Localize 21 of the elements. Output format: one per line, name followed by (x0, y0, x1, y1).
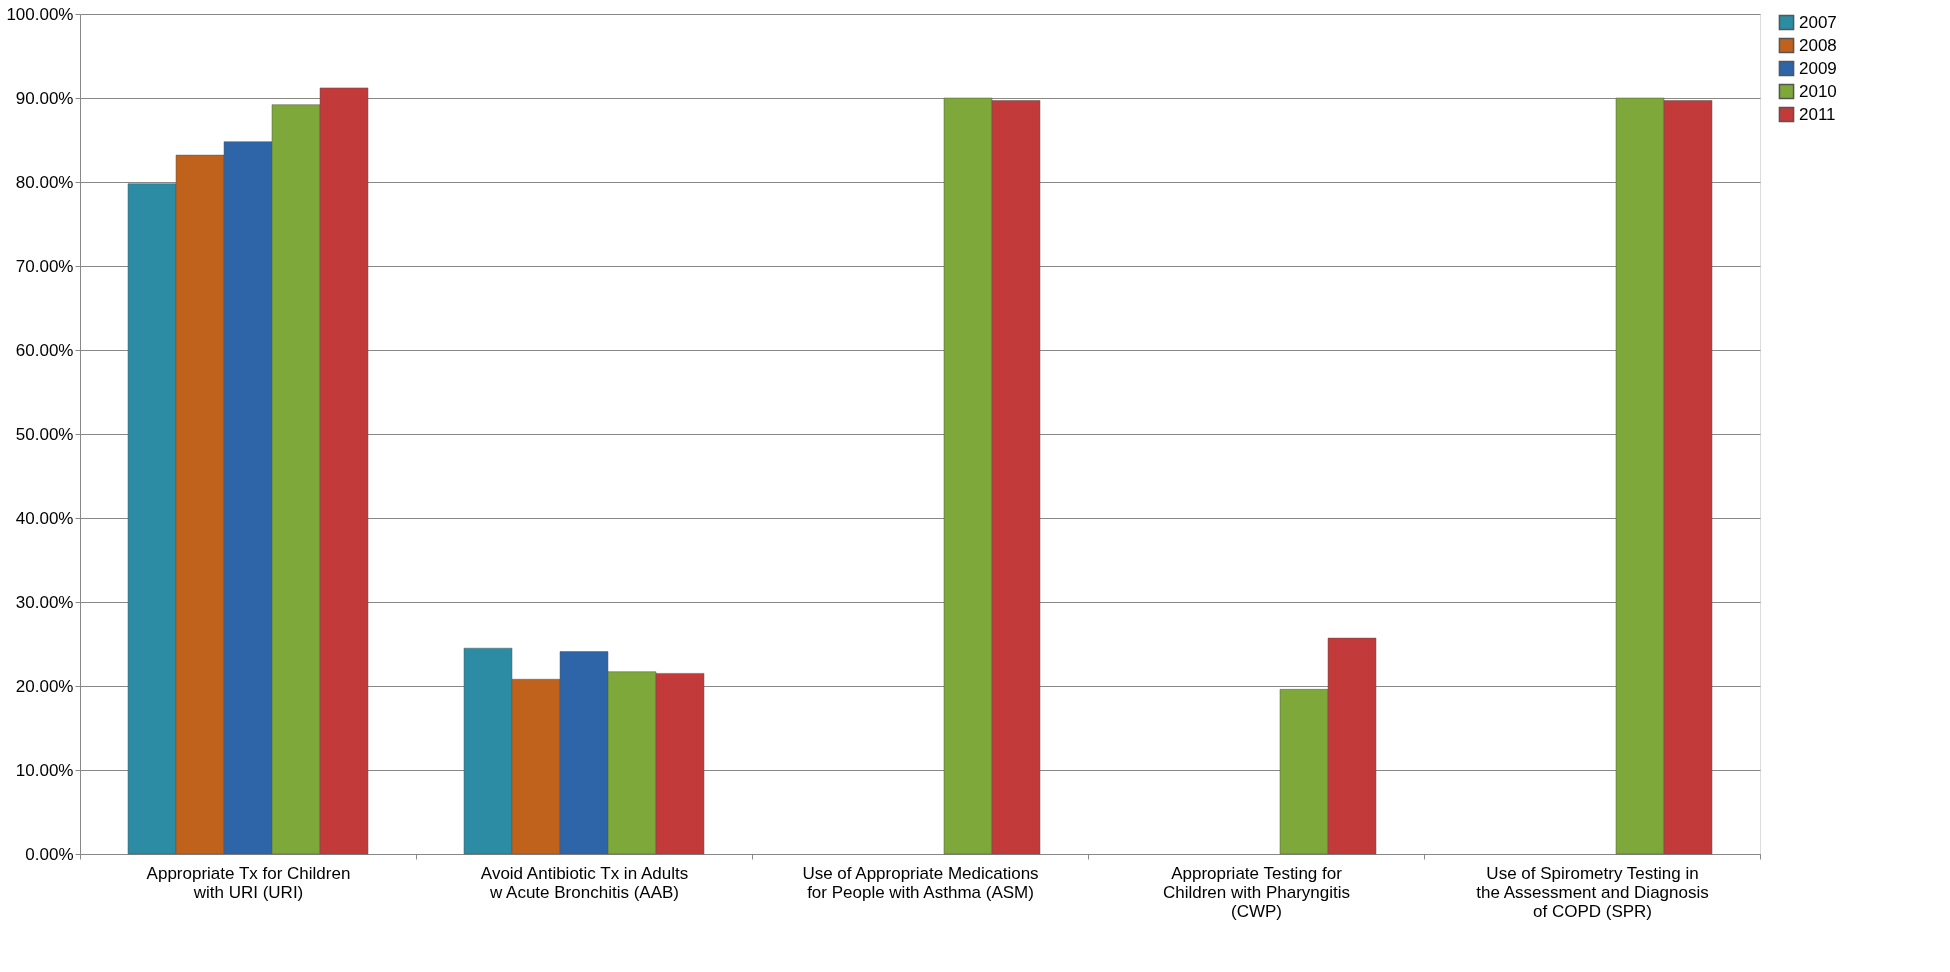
y-tick-label: 90.00% (15, 88, 74, 108)
y-tick-label: 0.00% (25, 844, 74, 864)
legend-label: 2010 (1799, 81, 1837, 101)
y-tick-label: 30.00% (15, 592, 74, 612)
legend-label: 2008 (1799, 35, 1837, 55)
y-tick-label: 100.00% (6, 4, 74, 24)
legend-label: 2009 (1799, 58, 1837, 78)
y-tick-label: 40.00% (15, 508, 74, 528)
y-tick-label: 70.00% (15, 256, 74, 276)
legend-label: 2011 (1799, 104, 1836, 124)
x-tick-label: Use of Spirometry Testing in the Assessment and Diagnosis of COPD (SPR) (1476, 863, 1709, 921)
y-tick-label: 50.00% (15, 424, 74, 444)
x-tick-label: Appropriate Tx for Children with URI (URI) (146, 863, 351, 902)
x-tick-label: Avoid Antibiotic Tx in Adults w Acute Bronchitis (AAB) (480, 863, 689, 902)
y-tick-label: 20.00% (15, 676, 74, 696)
x-tick-label: Appropriate Testing for Children with Pharyngitis (CWP) (1162, 863, 1351, 921)
y-tick-label: 60.00% (15, 340, 74, 360)
x-tick-label: Use of Appropriate Medications for People with Asthma (ASM) (802, 863, 1039, 902)
y-tick-label: 80.00% (15, 172, 74, 192)
y-tick-label: 10.00% (15, 760, 74, 780)
legend-label: 2007 (1799, 12, 1837, 32)
